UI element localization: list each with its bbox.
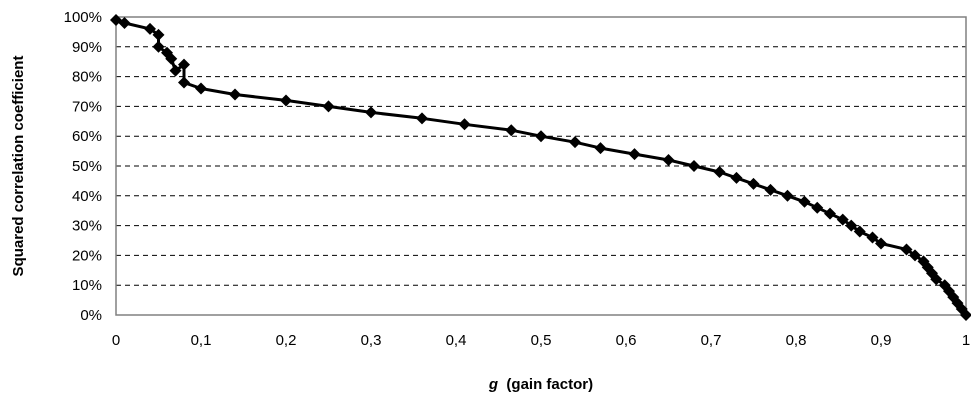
data-point bbox=[152, 40, 165, 53]
y-tick-label: 60% bbox=[72, 128, 102, 145]
data-point bbox=[169, 64, 182, 77]
data-point bbox=[798, 195, 811, 208]
data-point bbox=[781, 189, 794, 202]
data-point bbox=[764, 183, 777, 196]
series-line bbox=[114, 18, 968, 317]
y-tick-label: 0% bbox=[80, 307, 102, 324]
y-tick-label: 30% bbox=[72, 218, 102, 235]
data-point bbox=[535, 130, 547, 143]
x-tick-label: 0,5 bbox=[531, 332, 552, 349]
y-tick-label: 40% bbox=[72, 188, 102, 205]
data-point bbox=[836, 213, 849, 226]
x-axis-title-text: (gain factor) bbox=[498, 376, 593, 393]
data-point bbox=[900, 243, 913, 256]
y-tick-label: 10% bbox=[72, 277, 102, 294]
data-point bbox=[594, 142, 607, 155]
y-tick-label: 70% bbox=[72, 98, 102, 115]
data-point bbox=[165, 52, 178, 65]
x-tick-label: 0,1 bbox=[191, 332, 212, 349]
data-point bbox=[152, 28, 165, 41]
y-tick-label: 20% bbox=[72, 247, 102, 264]
x-tick-label: 0,4 bbox=[446, 332, 467, 349]
y-tick-label: 90% bbox=[72, 39, 102, 56]
data-point bbox=[322, 100, 335, 113]
plot-area-border bbox=[115, 16, 967, 316]
data-point bbox=[662, 154, 675, 167]
x-tick-label: 0,9 bbox=[871, 332, 892, 349]
x-axis-title-variable: g bbox=[488, 376, 498, 393]
data-point bbox=[365, 106, 377, 119]
y-axis-tick-labels: 0% 10% 20% 30% 40% 50% 60% 70% 80% 90% 100% bbox=[64, 9, 102, 324]
data-point bbox=[909, 249, 921, 262]
y-tick-label: 100% bbox=[64, 9, 102, 26]
data-point bbox=[688, 160, 700, 172]
data-point bbox=[144, 22, 156, 35]
data-point bbox=[811, 201, 824, 214]
series bbox=[110, 13, 971, 321]
data-point bbox=[853, 225, 866, 238]
x-tick-label: 0,6 bbox=[616, 332, 637, 349]
y-tick-label: 50% bbox=[72, 158, 102, 175]
data-point bbox=[458, 118, 471, 131]
data-point bbox=[280, 94, 292, 107]
data-point bbox=[960, 309, 971, 321]
gridlines bbox=[116, 46, 966, 286]
data-point bbox=[505, 124, 518, 137]
data-point bbox=[569, 136, 581, 149]
data-point bbox=[178, 58, 190, 71]
x-tick-label: 1 bbox=[962, 332, 970, 349]
data-point bbox=[178, 76, 190, 89]
data-point bbox=[229, 88, 241, 101]
x-tick-label: 0 bbox=[112, 332, 120, 349]
data-point bbox=[845, 219, 858, 232]
x-tick-label: 0,3 bbox=[361, 332, 382, 349]
y-tick-label: 80% bbox=[72, 69, 102, 86]
data-point bbox=[118, 16, 131, 29]
data-point bbox=[824, 207, 836, 220]
y-axis-title: Squared correlation coefficient bbox=[10, 56, 27, 277]
data-point bbox=[628, 148, 641, 161]
data-point bbox=[930, 273, 943, 286]
data-point bbox=[730, 171, 743, 184]
x-tick-label: 0,7 bbox=[701, 332, 722, 349]
x-axis-tick-labels: 0 0,1 0,2 0,3 0,4 0,5 0,6 0,7 0,8 0,9 1 bbox=[112, 332, 970, 349]
data-point bbox=[866, 231, 879, 244]
data-point bbox=[875, 237, 887, 250]
x-axis-title: g (gain factor) bbox=[488, 376, 593, 393]
data-point bbox=[713, 165, 726, 178]
data-point bbox=[195, 82, 207, 95]
data-point bbox=[747, 177, 760, 190]
data-point bbox=[416, 112, 428, 125]
x-tick-label: 0,8 bbox=[786, 332, 807, 349]
x-tick-label: 0,2 bbox=[276, 332, 297, 349]
